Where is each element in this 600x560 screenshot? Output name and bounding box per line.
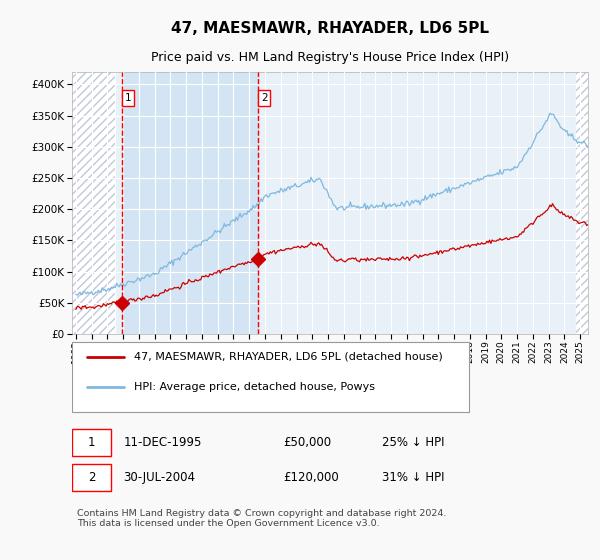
Text: Contains HM Land Registry data © Crown copyright and database right 2024.
This d: Contains HM Land Registry data © Crown c… — [77, 509, 446, 529]
Bar — [122, 72, 259, 334]
Text: 31% ↓ HPI: 31% ↓ HPI — [382, 471, 444, 484]
Text: 1: 1 — [88, 436, 95, 449]
Text: 47, MAESMAWR, RHAYADER, LD6 5PL: 47, MAESMAWR, RHAYADER, LD6 5PL — [171, 21, 489, 36]
FancyBboxPatch shape — [72, 429, 110, 456]
Text: £50,000: £50,000 — [284, 436, 332, 449]
FancyBboxPatch shape — [72, 464, 110, 491]
Text: 1: 1 — [125, 93, 131, 103]
Text: 2: 2 — [88, 471, 95, 484]
FancyBboxPatch shape — [72, 342, 469, 412]
Bar — [576, 72, 588, 334]
Text: 2: 2 — [261, 93, 268, 103]
Text: 25% ↓ HPI: 25% ↓ HPI — [382, 436, 444, 449]
Text: Price paid vs. HM Land Registry's House Price Index (HPI): Price paid vs. HM Land Registry's House … — [151, 51, 509, 64]
Text: 30-JUL-2004: 30-JUL-2004 — [124, 471, 196, 484]
Text: 47, MAESMAWR, RHAYADER, LD6 5PL (detached house): 47, MAESMAWR, RHAYADER, LD6 5PL (detache… — [134, 352, 443, 362]
Text: £120,000: £120,000 — [284, 471, 340, 484]
Text: 11-DEC-1995: 11-DEC-1995 — [124, 436, 202, 449]
Text: HPI: Average price, detached house, Powys: HPI: Average price, detached house, Powy… — [134, 382, 375, 392]
Bar — [72, 72, 115, 334]
